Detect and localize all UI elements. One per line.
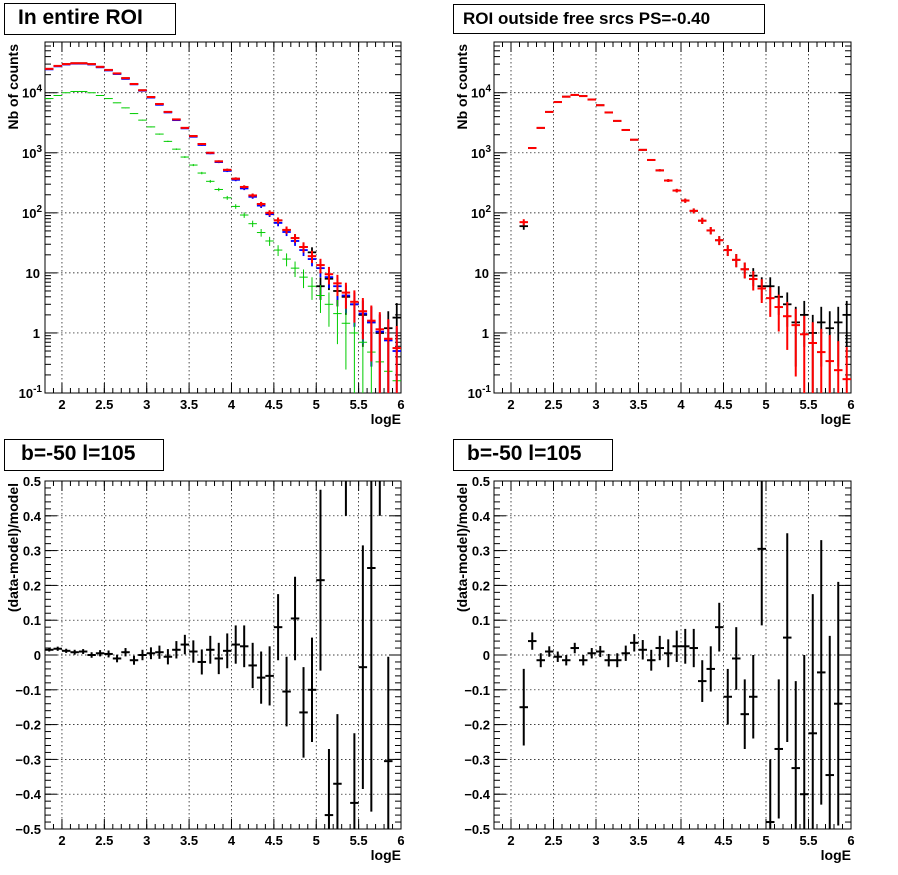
x-tick-label: 3.5 <box>629 397 647 412</box>
y-tick-label: 102 <box>22 204 42 221</box>
y-tick-label: 1 <box>482 326 489 341</box>
x-tick-label: 2.5 <box>95 833 113 848</box>
y-tick-label: −0.2 <box>15 718 41 733</box>
x-tick-label: 5 <box>762 397 769 412</box>
series-1 <box>45 481 393 829</box>
y-tick-label: −0.5 <box>464 822 490 837</box>
x-tick-label: 2 <box>507 397 514 412</box>
panel-title-1-text: In entire ROI <box>18 6 143 29</box>
y-axis-title: (data-model)/model <box>454 483 470 612</box>
panel-2: 2 2.5 3 3.5 4 4.5 5 5.5 6 10-1 1 10 102 103 104 logE Nb … <box>454 41 855 427</box>
y-tick-label: 0 <box>34 648 41 663</box>
x-tick-label: 5 <box>313 833 320 848</box>
y-tick-label: −0.2 <box>464 718 490 733</box>
y-tick-label: −0.4 <box>15 787 41 802</box>
x-tick-label: 4.5 <box>714 833 732 848</box>
x-axis-title: logE <box>371 847 401 863</box>
y-tick-label: 10 <box>26 266 40 281</box>
y-tick-label: −0.5 <box>15 822 41 837</box>
x-tick-label: 4.5 <box>265 397 283 412</box>
x-tick-label: 3 <box>143 397 150 412</box>
y-tick-label: 0.4 <box>23 509 42 524</box>
panel-title-2-text: ROI outside free srcs PS=-0.40 <box>463 9 711 28</box>
panel-title-3: b=-50 l=105 <box>4 439 164 471</box>
panel-title-4: b=-50 l=105 <box>453 439 613 471</box>
panel-title-3-text: b=-50 l=105 <box>21 442 136 465</box>
x-tick-label: 2.5 <box>544 833 562 848</box>
x-tick-label: 4.5 <box>265 833 283 848</box>
x-tick-label: 5.5 <box>350 833 368 848</box>
x-tick-label: 5 <box>762 833 769 848</box>
panel-title-4-text: b=-50 l=105 <box>467 442 582 465</box>
x-tick-label: 4.5 <box>714 397 732 412</box>
y-tick-label: −0.3 <box>464 752 490 767</box>
x-tick-label: 2 <box>58 833 65 848</box>
y-tick-label: 10-1 <box>19 384 43 401</box>
plot-frame <box>493 480 852 830</box>
panel-title-2: ROI outside free srcs PS=-0.40 <box>453 4 765 34</box>
x-axis-title: logE <box>821 411 851 427</box>
y-tick-label: 0.2 <box>23 578 41 593</box>
y-tick-label: 0.2 <box>472 578 490 593</box>
panel-1: 2 2.5 3 3.5 4 4.5 5 5.5 6 10-1 1 10 102 103 104 logE Nb … <box>5 41 405 427</box>
x-tick-label: 4 <box>228 833 236 848</box>
plot-frame <box>44 41 402 394</box>
x-tick-label: 6 <box>397 397 404 412</box>
x-tick-label: 3.5 <box>629 833 647 848</box>
series-4 <box>45 62 401 393</box>
x-tick-label: 2.5 <box>95 397 113 412</box>
y-tick-label: 102 <box>471 204 491 221</box>
y-tick-label: 10-1 <box>468 384 492 401</box>
x-tick-label: 2 <box>58 397 65 412</box>
y-tick-label: −0.3 <box>15 752 41 767</box>
x-tick-label: 5.5 <box>350 397 368 412</box>
y-tick-label: 0.5 <box>472 474 490 489</box>
x-axis-title: logE <box>371 411 401 427</box>
x-tick-label: 2 <box>507 833 514 848</box>
y-tick-label: 103 <box>471 144 491 161</box>
x-tick-label: 5.5 <box>799 833 817 848</box>
y-tick-label: 0.1 <box>23 613 41 628</box>
y-tick-label: 104 <box>471 84 491 101</box>
y-axis-title: (data-model)/model <box>5 483 21 612</box>
x-tick-label: 5 <box>313 397 320 412</box>
y-tick-label: −0.4 <box>464 787 490 802</box>
x-tick-label: 6 <box>847 833 854 848</box>
x-tick-label: 4 <box>228 397 236 412</box>
x-axis-title: logE <box>821 847 851 863</box>
panel-4: 2 2.5 3 3.5 4 4.5 5 5.5 6 −0.5 −0.4 −0.3 −0.2 −0.1 0 0.… <box>454 474 855 863</box>
x-tick-label: 6 <box>397 833 404 848</box>
y-tick-label: −0.1 <box>464 683 490 698</box>
x-tick-label: 6 <box>847 397 854 412</box>
y-tick-label: 10 <box>475 266 489 281</box>
y-tick-label: 0.4 <box>472 509 491 524</box>
y-tick-label: 0.3 <box>472 544 490 559</box>
series-1 <box>519 481 843 829</box>
panel-3: 2 2.5 3 3.5 4 4.5 5 5.5 6 −0.5 −0.4 −0.3 −0.2 −0.1 0 0.… <box>5 474 405 863</box>
y-tick-label: 0.1 <box>472 613 490 628</box>
x-tick-label: 4 <box>677 397 685 412</box>
y-tick-label: 103 <box>22 144 42 161</box>
x-tick-label: 3 <box>592 833 599 848</box>
panel-title-1: In entire ROI <box>4 3 176 35</box>
x-tick-label: 3 <box>143 833 150 848</box>
y-axis-title: Nb of counts <box>454 44 470 130</box>
series-2 <box>519 93 851 393</box>
plot-frame <box>493 41 852 394</box>
x-tick-label: 3 <box>592 397 599 412</box>
x-tick-label: 3.5 <box>180 397 198 412</box>
x-tick-label: 4 <box>677 833 685 848</box>
y-axis-title: Nb of counts <box>5 44 21 130</box>
x-tick-label: 3.5 <box>180 833 198 848</box>
y-tick-label: 0.3 <box>23 544 41 559</box>
y-tick-label: 1 <box>33 326 40 341</box>
y-tick-label: −0.1 <box>15 683 41 698</box>
y-tick-label: 0.5 <box>23 474 41 489</box>
y-tick-label: 104 <box>22 84 42 101</box>
x-tick-label: 5.5 <box>799 397 817 412</box>
x-tick-label: 2.5 <box>544 397 562 412</box>
y-tick-label: 0 <box>483 648 490 663</box>
